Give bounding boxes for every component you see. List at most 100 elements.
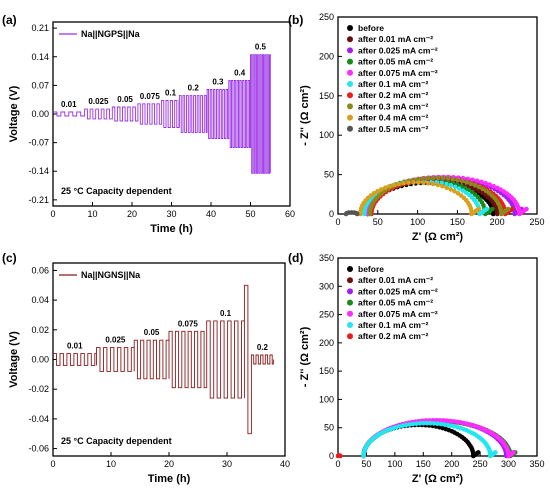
y-tick-label: 0.06 bbox=[31, 265, 49, 275]
data-point bbox=[440, 418, 446, 423]
panel-d-impedance-nyquist: (d) 0 50 100 150 200 250 300 350 0 50 100 150 200 250 3… bbox=[288, 251, 545, 485]
x-tick-label: 60 bbox=[285, 209, 295, 219]
data-point bbox=[415, 176, 421, 182]
legend-entry: after 0.025 mA cm⁻² bbox=[358, 286, 438, 296]
data-point bbox=[468, 181, 474, 186]
y-tick-label: 50 bbox=[324, 423, 334, 433]
legend-entry: Na||NGNS||Na bbox=[81, 270, 141, 280]
x-tick-label: 50 bbox=[373, 217, 383, 227]
legend-entry: after 0.075 mA cm⁻² bbox=[358, 309, 438, 319]
x-tick-label: 0 bbox=[335, 459, 340, 469]
data-point bbox=[505, 206, 511, 212]
x-tick-label: 0 bbox=[335, 217, 340, 227]
data-point bbox=[473, 187, 478, 192]
legend-entry: Na||NGPS||Na bbox=[81, 29, 141, 39]
data-point bbox=[435, 175, 441, 181]
data-point bbox=[414, 421, 419, 427]
legend-entry: after 0.2 mA cm⁻² bbox=[358, 331, 428, 341]
stage-current-label: 0.075 bbox=[140, 92, 161, 101]
y-tick-label: 50 bbox=[324, 170, 334, 180]
legend-marker bbox=[347, 58, 353, 65]
y-tick-label: 0 bbox=[329, 209, 334, 219]
y-tick-label: -0.04 bbox=[28, 414, 49, 424]
data-point bbox=[403, 422, 409, 428]
x-tick-label: 350 bbox=[529, 459, 544, 469]
data-point bbox=[474, 178, 480, 184]
legend-marker bbox=[347, 333, 353, 340]
data-point bbox=[451, 419, 457, 424]
annotation-text: 25 °C Capacity dependent bbox=[61, 436, 172, 446]
data-point bbox=[407, 422, 412, 427]
x-tick-label: 20 bbox=[127, 209, 137, 219]
x-tick-label: 200 bbox=[490, 217, 505, 227]
data-point bbox=[425, 175, 431, 181]
stage-current-label: 0.2 bbox=[257, 343, 269, 352]
panel-label: (a) bbox=[2, 13, 17, 27]
y-tick-label: 0.21 bbox=[31, 23, 49, 33]
x-tick-label: 40 bbox=[206, 209, 216, 219]
y-tick-label: 150 bbox=[319, 91, 334, 101]
data-point bbox=[454, 419, 460, 425]
x-tick-label: 30 bbox=[222, 459, 232, 469]
legend-marker bbox=[347, 266, 353, 272]
stage-current-label: 0.05 bbox=[117, 95, 133, 104]
legend-marker bbox=[347, 92, 353, 99]
data-point bbox=[460, 178, 465, 184]
plot-frame bbox=[337, 257, 538, 457]
x-tick-label: 30 bbox=[166, 209, 176, 219]
data-point bbox=[473, 182, 478, 188]
data-point bbox=[455, 177, 461, 183]
plot-frame bbox=[337, 16, 538, 215]
legend-marker bbox=[347, 69, 353, 76]
x-tick-label: 250 bbox=[473, 459, 488, 469]
data-point bbox=[406, 180, 411, 186]
legend-entry: after 0.05 mA cm⁻² bbox=[358, 57, 433, 67]
data-point bbox=[375, 188, 380, 194]
y-tick-label: -0.14 bbox=[28, 166, 49, 176]
legend-marker bbox=[347, 114, 353, 121]
legend-entry: after 0.1 mA cm⁻² bbox=[358, 320, 428, 330]
y-tick-label: 0 bbox=[329, 451, 334, 461]
data-point bbox=[524, 206, 529, 212]
data-point bbox=[421, 180, 426, 186]
data-point bbox=[483, 180, 489, 186]
x-tick-label: 300 bbox=[501, 459, 516, 469]
data-point bbox=[490, 206, 495, 212]
series-line bbox=[53, 284, 274, 435]
panel-label: (b) bbox=[288, 13, 303, 27]
data-point bbox=[354, 211, 360, 217]
legend-entry: after 0.5 mA cm⁻² bbox=[358, 124, 428, 134]
data-point bbox=[511, 450, 516, 455]
data-point bbox=[460, 188, 466, 193]
data-point bbox=[338, 453, 343, 459]
stage-current-label: 0.01 bbox=[67, 342, 83, 351]
stage-current-label: 0.025 bbox=[88, 97, 109, 106]
y-tick-label: 150 bbox=[319, 366, 334, 376]
x-tick-label: 150 bbox=[416, 459, 431, 469]
stage-current-label: 0.025 bbox=[105, 336, 126, 345]
y-axis-label: Voltage (V) bbox=[8, 331, 20, 388]
legend-marker bbox=[347, 81, 353, 87]
legend-entry: after 0.01 mA cm⁻² bbox=[358, 275, 433, 285]
data-point bbox=[484, 206, 490, 212]
data-point bbox=[452, 188, 457, 194]
x-tick-label: 100 bbox=[410, 217, 425, 227]
y-tick-label: 350 bbox=[319, 253, 334, 263]
y-tick-label: 100 bbox=[319, 130, 334, 140]
y-tick-label: 0.00 bbox=[31, 109, 49, 119]
data-point bbox=[444, 185, 450, 190]
data-point bbox=[450, 176, 456, 182]
data-point bbox=[387, 183, 392, 189]
legend-marker bbox=[347, 288, 353, 295]
data-point bbox=[410, 421, 416, 427]
data-point bbox=[430, 181, 436, 187]
legend-entry: after 0.2 mA cm⁻² bbox=[358, 90, 428, 100]
stage-current-label: 0.05 bbox=[144, 328, 160, 337]
x-tick-label: 0 bbox=[50, 209, 55, 219]
x-tick-label: 100 bbox=[387, 459, 402, 469]
stage-current-label: 0.1 bbox=[220, 309, 232, 318]
data-point bbox=[464, 179, 470, 185]
y-tick-label: 250 bbox=[319, 12, 334, 22]
x-axis-label: Time (h) bbox=[148, 473, 191, 485]
annotation-text: 25 °C Capacity dependent bbox=[61, 186, 172, 196]
